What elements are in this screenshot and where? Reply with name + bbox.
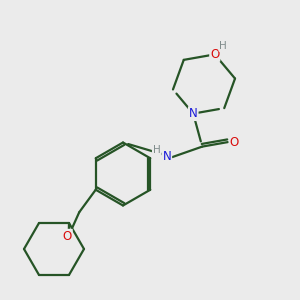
Text: O: O <box>210 48 219 61</box>
Text: H: H <box>153 145 160 154</box>
Text: N: N <box>189 107 198 120</box>
Text: N: N <box>163 150 171 163</box>
Text: H: H <box>219 41 227 51</box>
Text: O: O <box>230 136 239 148</box>
Text: O: O <box>63 230 72 243</box>
